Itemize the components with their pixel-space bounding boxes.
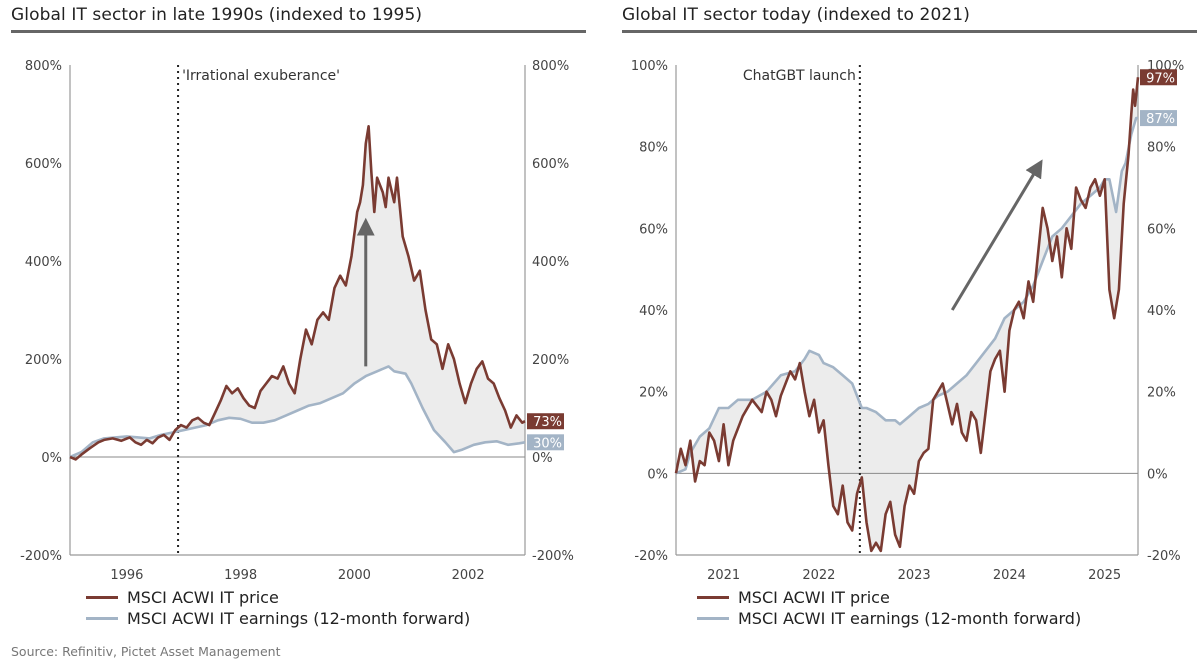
price-swatch bbox=[697, 596, 729, 599]
right-annotation-label: ChatGBT launch bbox=[743, 68, 856, 84]
earnings-swatch bbox=[697, 617, 729, 620]
legend-item-price: MSCI ACWI IT price bbox=[86, 587, 470, 608]
left-x-tick: 1998 bbox=[224, 568, 257, 583]
source-note: Source: Refinitiv, Pictet Asset Manageme… bbox=[11, 644, 281, 659]
right-y-tick-left: 0% bbox=[647, 467, 668, 482]
left-chart: 800% 800% 600% 600% 400% 400% 200% 200% 0% 0% -200… bbox=[20, 59, 574, 583]
left-price-end-label: 73% bbox=[533, 415, 562, 430]
left-x-tick: 1996 bbox=[110, 568, 143, 583]
right-legend: MSCI ACWI IT price MSCI ACWI IT earnings… bbox=[697, 587, 1081, 629]
left-earnings-end-label-bg bbox=[527, 434, 564, 451]
right-chart-title: Global IT sector today (indexed to 2021) bbox=[622, 5, 970, 25]
left-chart-title: Global IT sector in late 1990s (indexed … bbox=[11, 5, 423, 25]
right-chart: 100% 100%80% 80%60% 60%40% 40%20% 20%0% 0%-20%… bbox=[631, 59, 1184, 583]
left-y-tick-right: 800% bbox=[532, 59, 569, 74]
left-y-tick-left: -200% bbox=[20, 549, 62, 564]
left-y-tick-left: 600% bbox=[25, 157, 62, 172]
left-earnings-end-label: 30% bbox=[533, 436, 562, 451]
left-y-tick-left: 0% bbox=[41, 451, 62, 466]
right-x-tick: 2025 bbox=[1088, 568, 1121, 583]
legend-label-earnings: MSCI ACWI IT earnings (12-month forward) bbox=[738, 609, 1082, 628]
left-y-tick-left: 800% bbox=[25, 59, 62, 74]
right-gap-fill bbox=[676, 77, 1138, 551]
legend-item-earnings: MSCI ACWI IT earnings (12-month forward) bbox=[86, 608, 470, 629]
right-y-tick-left: 40% bbox=[639, 304, 668, 319]
left-y-tick-right: 400% bbox=[532, 255, 569, 270]
right-x-tick: 2023 bbox=[898, 568, 931, 583]
right-y-tick-right: 0% bbox=[1147, 467, 1168, 482]
left-y-tick-right: -200% bbox=[532, 549, 574, 564]
right-earnings-line bbox=[675, 116, 1138, 475]
left-y-tick-right: 0% bbox=[532, 451, 553, 466]
right-price-line bbox=[674, 77, 1140, 553]
left-price-end-label-bg bbox=[527, 413, 564, 430]
left-x-tick: 2000 bbox=[338, 568, 371, 583]
right-y-tick-right: 40% bbox=[1147, 304, 1176, 319]
left-y-tick-left: 200% bbox=[25, 353, 62, 368]
right-y-tick-right: -20% bbox=[1147, 549, 1181, 564]
legend-item-earnings: MSCI ACWI IT earnings (12-month forward) bbox=[697, 608, 1081, 629]
right-y-tick-right: 20% bbox=[1147, 386, 1176, 401]
right-y-tick-right: 80% bbox=[1147, 141, 1176, 156]
trend-arrow bbox=[950, 159, 1043, 311]
left-y-tick-right: 200% bbox=[532, 353, 569, 368]
price-swatch bbox=[86, 596, 118, 599]
left-y-tick-left: 400% bbox=[25, 255, 62, 270]
left-x-tick: 2002 bbox=[452, 568, 485, 583]
right-title-rule bbox=[622, 30, 1197, 33]
right-y-tick-left: 20% bbox=[639, 386, 668, 401]
left-price-line bbox=[69, 125, 526, 461]
left-earnings-line bbox=[69, 365, 526, 459]
right-y-tick-right: 60% bbox=[1147, 222, 1176, 237]
left-title-rule bbox=[11, 30, 586, 33]
legend-label-price: MSCI ACWI IT price bbox=[738, 588, 890, 607]
earnings-swatch bbox=[86, 617, 118, 620]
right-earnings-end-label-bg bbox=[1140, 110, 1177, 127]
legend-label-earnings: MSCI ACWI IT earnings (12-month forward) bbox=[127, 609, 471, 628]
right-y-tick-left: -20% bbox=[634, 549, 668, 564]
right-x-tick: 2021 bbox=[707, 568, 740, 583]
right-x-tick: 2024 bbox=[993, 568, 1026, 583]
right-y-tick-left: 80% bbox=[639, 141, 668, 156]
legend-label-price: MSCI ACWI IT price bbox=[127, 588, 279, 607]
left-y-tick-right: 600% bbox=[532, 157, 569, 172]
right-y-tick-left: 60% bbox=[639, 222, 668, 237]
right-price-end-label: 97% bbox=[1146, 71, 1175, 86]
left-annotation-label: 'Irrational exuberance' bbox=[182, 68, 340, 84]
right-y-tick-left: 100% bbox=[631, 59, 668, 74]
right-earnings-end-label: 87% bbox=[1146, 112, 1175, 127]
left-gap-fill bbox=[70, 126, 525, 460]
legend-item-price: MSCI ACWI IT price bbox=[697, 587, 1081, 608]
left-legend: MSCI ACWI IT price MSCI ACWI IT earnings… bbox=[86, 587, 470, 629]
right-x-tick: 2022 bbox=[802, 568, 835, 583]
right-price-end-label-bg bbox=[1140, 69, 1177, 86]
